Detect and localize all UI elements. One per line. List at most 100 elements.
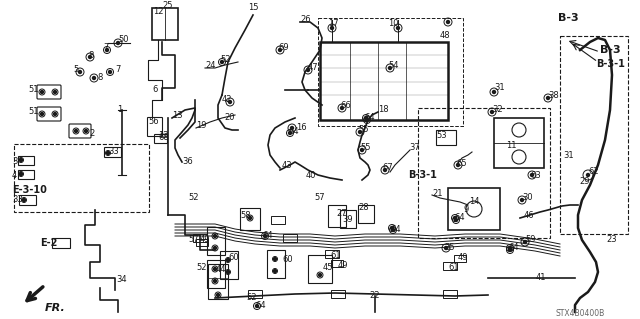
Circle shape [319, 273, 321, 277]
Text: 52: 52 [188, 194, 198, 203]
Bar [443, 262, 457, 270]
Circle shape [227, 258, 230, 262]
Text: 12: 12 [153, 8, 163, 17]
Text: 7: 7 [115, 65, 120, 75]
Circle shape [116, 41, 120, 44]
Bar [331, 259, 343, 266]
Text: 39: 39 [342, 216, 353, 225]
Bar [320, 42, 448, 120]
Circle shape [509, 247, 511, 249]
Text: 69: 69 [278, 43, 289, 53]
Circle shape [360, 149, 364, 152]
Text: 58: 58 [240, 211, 251, 219]
Text: 43: 43 [282, 160, 292, 169]
Text: 64: 64 [262, 231, 273, 240]
Circle shape [547, 97, 550, 100]
Circle shape [248, 217, 252, 219]
Bar [52, 238, 70, 248]
Text: 44: 44 [216, 265, 227, 275]
Circle shape [524, 241, 527, 243]
Circle shape [216, 293, 220, 296]
Circle shape [106, 152, 109, 154]
Bar [248, 290, 262, 298]
Circle shape [531, 174, 534, 176]
Text: 24: 24 [205, 61, 216, 70]
Text: 12: 12 [158, 130, 168, 139]
Circle shape [365, 118, 369, 122]
Text: 6: 6 [152, 85, 157, 94]
Circle shape [454, 217, 456, 219]
Bar [208, 264, 228, 299]
Circle shape [330, 26, 333, 29]
Text: 64: 64 [288, 128, 299, 137]
Text: 62: 62 [588, 167, 598, 176]
Circle shape [54, 113, 56, 115]
Text: B-3-1: B-3-1 [596, 59, 625, 69]
Text: 41: 41 [536, 273, 547, 283]
Text: 57: 57 [314, 194, 324, 203]
Circle shape [456, 164, 460, 167]
Text: 29: 29 [579, 177, 589, 187]
Text: 40: 40 [306, 170, 317, 180]
Text: 2: 2 [89, 129, 94, 137]
Text: 67: 67 [382, 164, 393, 173]
Text: 61: 61 [330, 250, 340, 259]
Circle shape [454, 219, 458, 221]
Circle shape [227, 271, 230, 273]
Circle shape [54, 91, 56, 93]
Circle shape [79, 70, 81, 73]
Text: 31: 31 [563, 151, 573, 160]
Text: 51: 51 [28, 85, 38, 94]
Circle shape [390, 226, 394, 229]
Bar [454, 255, 466, 262]
Circle shape [22, 198, 26, 202]
Bar [328, 205, 346, 227]
Circle shape [19, 173, 22, 175]
Text: 64: 64 [508, 243, 518, 253]
Text: 33: 33 [108, 147, 119, 157]
Circle shape [447, 20, 449, 24]
Text: 3: 3 [12, 157, 17, 166]
Circle shape [278, 48, 282, 51]
Text: B-3: B-3 [558, 13, 579, 23]
Bar [207, 260, 225, 288]
Circle shape [388, 66, 392, 70]
Text: 65: 65 [456, 159, 467, 167]
Text: 68: 68 [158, 133, 169, 143]
Text: 49: 49 [458, 254, 468, 263]
Text: 4: 4 [12, 170, 17, 180]
Circle shape [445, 247, 447, 249]
Text: B-3-1: B-3-1 [408, 170, 437, 180]
Circle shape [214, 247, 216, 249]
Text: FR.: FR. [45, 303, 66, 313]
Circle shape [214, 234, 216, 238]
Circle shape [214, 279, 216, 283]
Text: 17: 17 [328, 19, 339, 28]
Text: 11: 11 [506, 140, 516, 150]
Text: B-3: B-3 [600, 45, 621, 55]
Bar [358, 205, 374, 223]
Text: 31: 31 [494, 84, 504, 93]
Text: 60: 60 [282, 256, 292, 264]
Text: 64: 64 [255, 300, 266, 309]
Text: 59: 59 [525, 235, 536, 244]
Text: 48: 48 [440, 31, 451, 40]
Bar [196, 239, 208, 246]
Circle shape [221, 61, 223, 63]
Text: 14: 14 [469, 197, 479, 206]
Circle shape [228, 100, 232, 103]
Text: 27: 27 [336, 209, 347, 218]
Circle shape [273, 257, 276, 261]
Circle shape [88, 56, 92, 58]
Text: 21: 21 [432, 189, 442, 197]
Text: 46: 46 [524, 211, 534, 219]
Text: 52: 52 [246, 293, 257, 302]
Text: 55: 55 [358, 125, 369, 135]
Text: 34: 34 [116, 276, 127, 285]
Bar [325, 250, 339, 258]
Text: 52: 52 [220, 56, 230, 64]
Text: 26: 26 [300, 16, 310, 25]
Circle shape [84, 130, 88, 132]
Text: 23: 23 [606, 235, 616, 244]
Text: 32: 32 [492, 106, 502, 115]
